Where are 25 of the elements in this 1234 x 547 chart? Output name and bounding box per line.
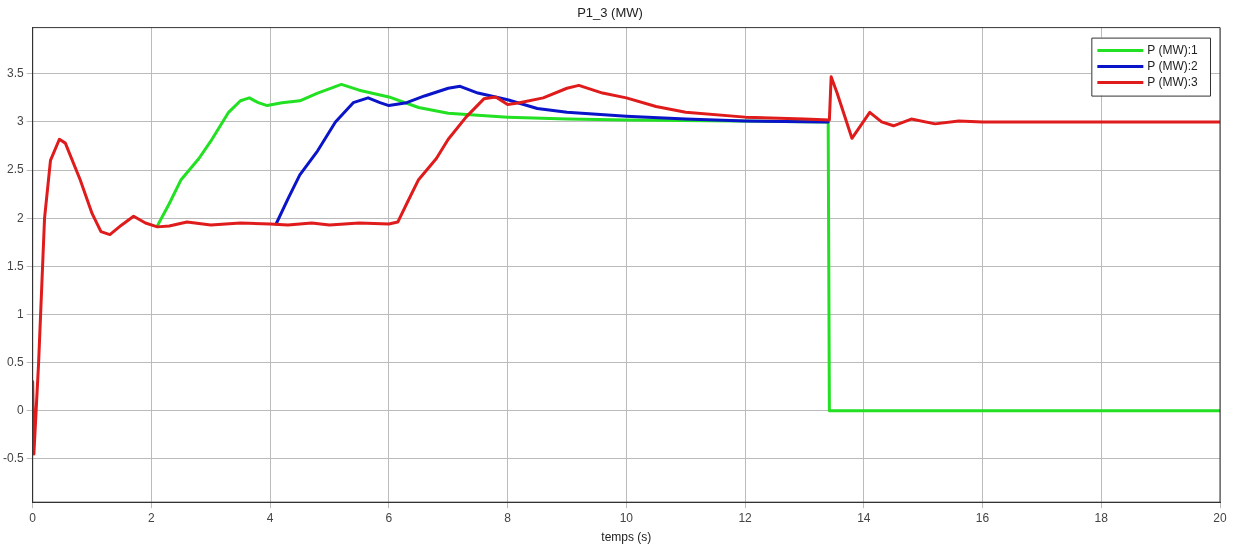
legend-label: P (MW):2 xyxy=(1147,58,1199,73)
x-tick-label: 16 xyxy=(975,510,990,525)
y-tick-label: 1 xyxy=(16,306,24,321)
x-tick-label: 8 xyxy=(504,510,512,525)
x-tick-label: 6 xyxy=(385,510,393,525)
x-tick-label: 0 xyxy=(29,510,37,525)
x-axis-title: temps (s) xyxy=(601,530,652,545)
y-tick-label: -0.5 xyxy=(2,451,24,466)
y-tick-label: 1.5 xyxy=(6,258,24,273)
y-tick-label: 2.5 xyxy=(6,162,24,177)
x-tick-label: 18 xyxy=(1094,510,1109,525)
legend-label: P (MW):3 xyxy=(1147,74,1199,89)
x-tick-label: 12 xyxy=(738,510,753,525)
y-tick-label: 0.5 xyxy=(6,354,24,369)
y-tick-label: 3.5 xyxy=(6,66,24,81)
x-tick-label: 10 xyxy=(619,510,634,525)
y-tick-label: 3 xyxy=(16,114,24,129)
x-tick-label: 4 xyxy=(266,510,274,525)
y-tick-label: 0 xyxy=(16,403,24,418)
legend-label: P (MW):1 xyxy=(1147,42,1199,57)
chart-title: P1_3 (MW) xyxy=(577,5,643,21)
x-tick-label: 14 xyxy=(857,510,871,525)
x-tick-label: 2 xyxy=(148,510,156,525)
x-tick-label: 20 xyxy=(1213,510,1227,525)
y-tick-label: 2 xyxy=(16,210,24,225)
